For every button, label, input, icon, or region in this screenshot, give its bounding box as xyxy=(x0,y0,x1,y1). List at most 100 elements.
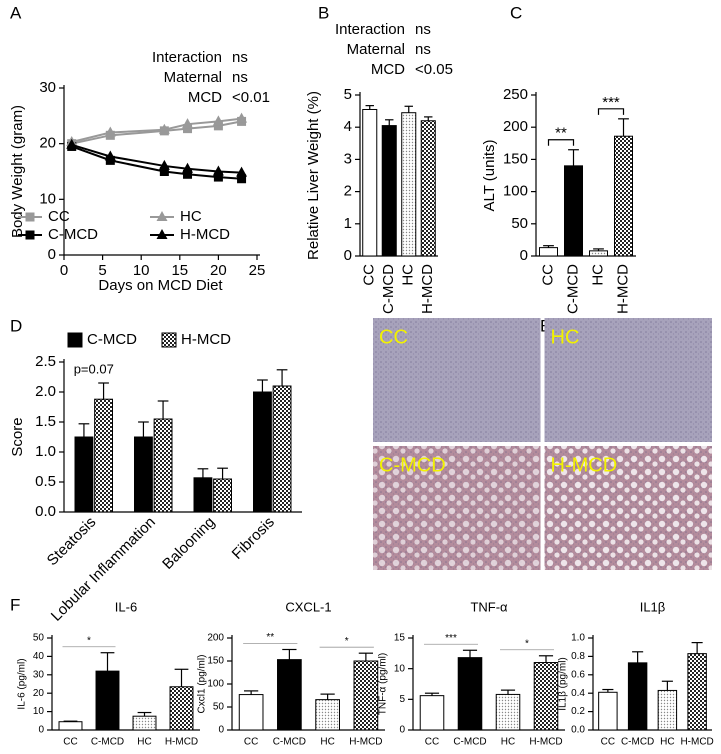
significance-bracket xyxy=(547,139,575,146)
y-tick-label: 0.5 xyxy=(35,473,56,490)
x-tick-label: 20 xyxy=(210,262,227,279)
y-tick-label: 100 xyxy=(207,679,224,690)
y-tick-label: 0 xyxy=(399,725,405,736)
point xyxy=(212,115,224,126)
micrograph-texture xyxy=(373,318,541,442)
legend-marker xyxy=(25,230,35,240)
stat-value: <0.05 xyxy=(415,61,453,78)
x-tick-label: H-MCD xyxy=(165,737,198,748)
chart-title: CXCL-1 xyxy=(285,599,331,614)
y-tick-label: 0.6 xyxy=(571,669,585,680)
y-tick-label: 40 xyxy=(33,651,45,662)
x-tick-label: 25 xyxy=(249,262,266,279)
point xyxy=(236,112,248,123)
y-tick-label: 50 xyxy=(33,633,45,644)
stat-label: MCD xyxy=(188,89,222,106)
bar xyxy=(598,691,618,731)
x-tick-label: C-MCD xyxy=(453,737,486,748)
x-tick-label: H-MCD xyxy=(680,737,713,748)
bar xyxy=(277,659,302,731)
y-tick-label: 10 xyxy=(33,706,45,717)
y-tick-label: 0.0 xyxy=(35,503,56,520)
bar xyxy=(614,135,633,257)
y-tick-label: 5 xyxy=(344,86,352,103)
point xyxy=(66,138,78,149)
y-tick-label: 200 xyxy=(207,633,224,644)
y-axis-label: ALT (units) xyxy=(481,140,498,212)
legend-marker xyxy=(25,212,35,222)
x-tick-label: CC xyxy=(539,264,556,286)
point xyxy=(158,123,170,134)
bar xyxy=(213,478,232,513)
x-tick-label: H-MCD xyxy=(529,737,562,748)
stat-label: Maternal xyxy=(164,69,222,86)
micrograph-texture xyxy=(544,318,712,442)
stat-value: ns xyxy=(415,21,431,38)
x-tick-label: C-MCD xyxy=(564,264,581,314)
x-tick-label: CC xyxy=(244,737,258,748)
chart-title: IL1β xyxy=(640,599,666,614)
y-tick-label: 1.0 xyxy=(571,633,585,644)
x-tick-label: Fibrosis xyxy=(229,514,278,563)
y-axis-label: Cxcl1 (pg/ml) xyxy=(197,655,208,714)
bar xyxy=(238,694,264,731)
y-tick-label: 100 xyxy=(503,183,528,200)
point xyxy=(212,165,224,176)
legend-marker xyxy=(156,211,168,221)
stat-value: <0.01 xyxy=(232,89,270,106)
chart-title: IL-6 xyxy=(115,599,137,614)
y-tick-label: 50 xyxy=(213,702,225,713)
y-tick-label: 2.0 xyxy=(35,383,56,400)
y-axis-label: Relative Liver Weight (%) xyxy=(305,91,322,260)
y-tick-label: 1 xyxy=(344,215,352,232)
y-tick-label: 200 xyxy=(503,118,528,135)
point xyxy=(158,159,170,170)
y-tick-label: 15 xyxy=(394,633,406,644)
x-tick-label: HC xyxy=(320,737,334,748)
x-tick-label: C-MCD xyxy=(91,737,124,748)
panel-letter: C xyxy=(510,3,522,22)
point xyxy=(182,118,194,129)
annotation: p=0.07 xyxy=(74,361,114,376)
bar xyxy=(134,436,153,513)
y-tick-label: 5 xyxy=(399,694,405,705)
x-tick-label: HC xyxy=(400,264,417,286)
micrograph-droplets xyxy=(544,446,712,570)
bar xyxy=(457,657,483,731)
bar xyxy=(687,653,707,731)
y-tick-label: 2 xyxy=(344,183,352,200)
stat-value: ns xyxy=(415,41,431,58)
stat-value: ns xyxy=(232,49,248,66)
y-tick-label: 0.8 xyxy=(571,651,585,662)
series-line xyxy=(71,143,242,174)
chart-title: TNF-α xyxy=(470,599,508,614)
stat-value: ns xyxy=(232,69,248,86)
y-tick-label: 1.5 xyxy=(35,413,56,430)
stat-label: Interaction xyxy=(335,21,405,38)
legend-label: HC xyxy=(180,208,202,225)
stat-label: MCD xyxy=(371,61,405,78)
x-tick-label: 15 xyxy=(171,262,188,279)
y-tick-label: 30 xyxy=(33,669,45,680)
bar xyxy=(420,120,436,257)
y-tick-label: 2.5 xyxy=(35,353,56,370)
significance-label: ** xyxy=(266,632,274,643)
significance-bracket xyxy=(597,108,625,115)
significance-label: *** xyxy=(602,94,620,111)
point xyxy=(159,167,169,176)
y-tick-label: 0.2 xyxy=(571,706,585,717)
y-axis-label: TNF-α (pg/ml) xyxy=(378,653,389,715)
x-tick-label: Lobular Inflammation xyxy=(48,514,159,625)
point xyxy=(236,166,248,177)
bar xyxy=(362,108,378,257)
legend-label: H-MCD xyxy=(180,226,230,243)
y-tick-label: 10 xyxy=(39,190,56,207)
y-tick-label: 30 xyxy=(39,79,56,96)
x-tick-label: HC xyxy=(501,737,515,748)
x-tick-label: CC xyxy=(63,737,77,748)
point xyxy=(104,150,116,161)
bar xyxy=(74,436,94,513)
bar xyxy=(657,689,678,731)
legend-swatch xyxy=(161,332,177,348)
stat-label: Interaction xyxy=(152,49,222,66)
